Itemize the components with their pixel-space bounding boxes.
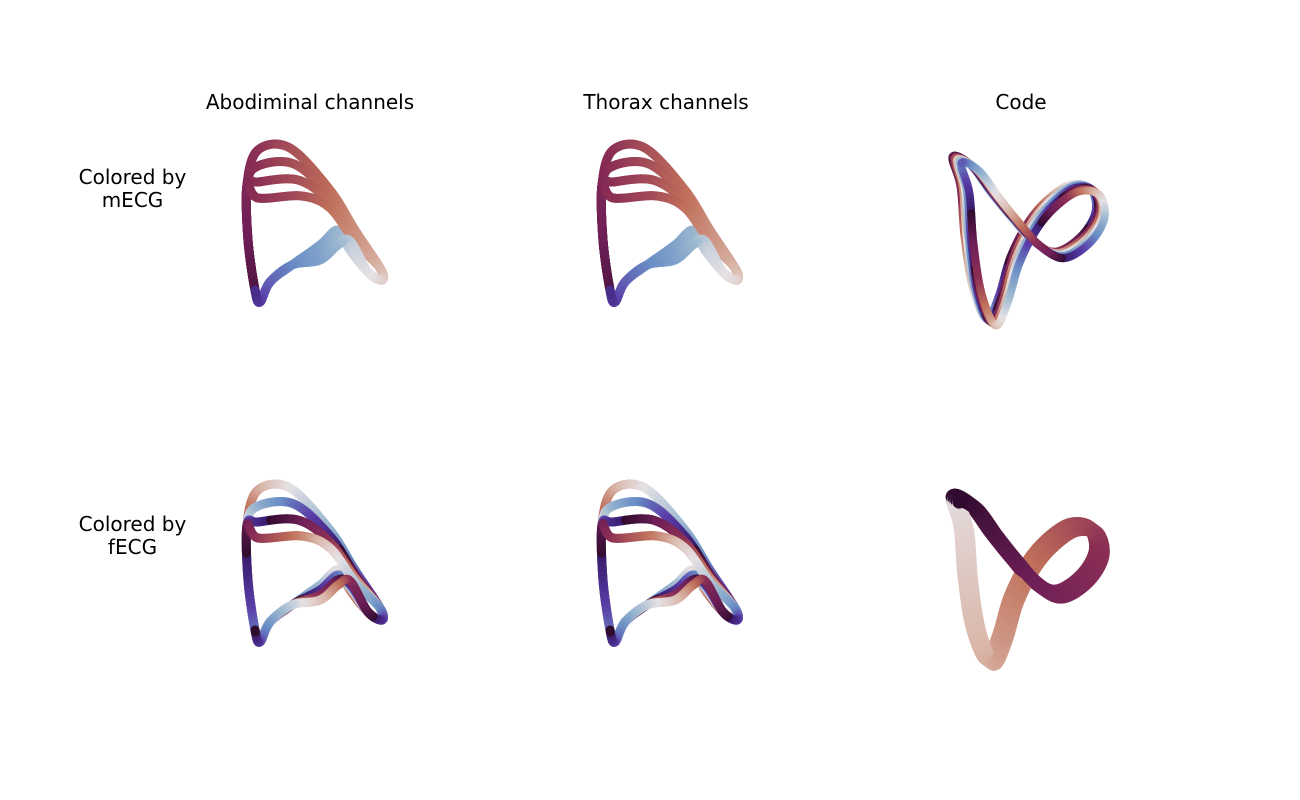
trajectory-loop-4 bbox=[241, 178, 388, 307]
trajectory-loop-4 bbox=[596, 178, 743, 307]
panel-abdominal-fecg bbox=[241, 479, 388, 647]
row-label-fecg: Colored by fECG bbox=[60, 513, 205, 559]
column-title-code: Code bbox=[995, 90, 1047, 114]
panel-abdominal-mecg bbox=[241, 139, 388, 307]
trajectory-loop-1 bbox=[241, 139, 388, 307]
column-title-thorax: Thorax channels bbox=[583, 90, 749, 114]
panel-code-mecg bbox=[948, 151, 1109, 330]
code-loop-4 bbox=[951, 493, 1110, 671]
trajectory-loop-4 bbox=[596, 518, 743, 647]
trajectory-loop-1 bbox=[596, 479, 743, 647]
column-title-abdominal: Abodiminal channels bbox=[205, 90, 415, 114]
panel-thorax-fecg bbox=[596, 479, 743, 647]
trajectory-loop-1 bbox=[596, 139, 743, 307]
row-label-fecg-line2: fECG bbox=[107, 535, 158, 559]
code-loop-5 bbox=[957, 158, 1109, 330]
trajectory-loop-1 bbox=[241, 479, 388, 647]
row-label-fecg-line1: Colored by bbox=[78, 512, 187, 536]
row-label-mecg-line2: mECG bbox=[101, 188, 164, 212]
panel-code-fecg bbox=[945, 488, 1110, 671]
panel-thorax-mecg bbox=[596, 139, 743, 307]
trajectory-loop-4 bbox=[241, 518, 388, 647]
row-label-mecg: Colored by mECG bbox=[60, 166, 205, 212]
row-label-mecg-line1: Colored by bbox=[78, 165, 187, 189]
